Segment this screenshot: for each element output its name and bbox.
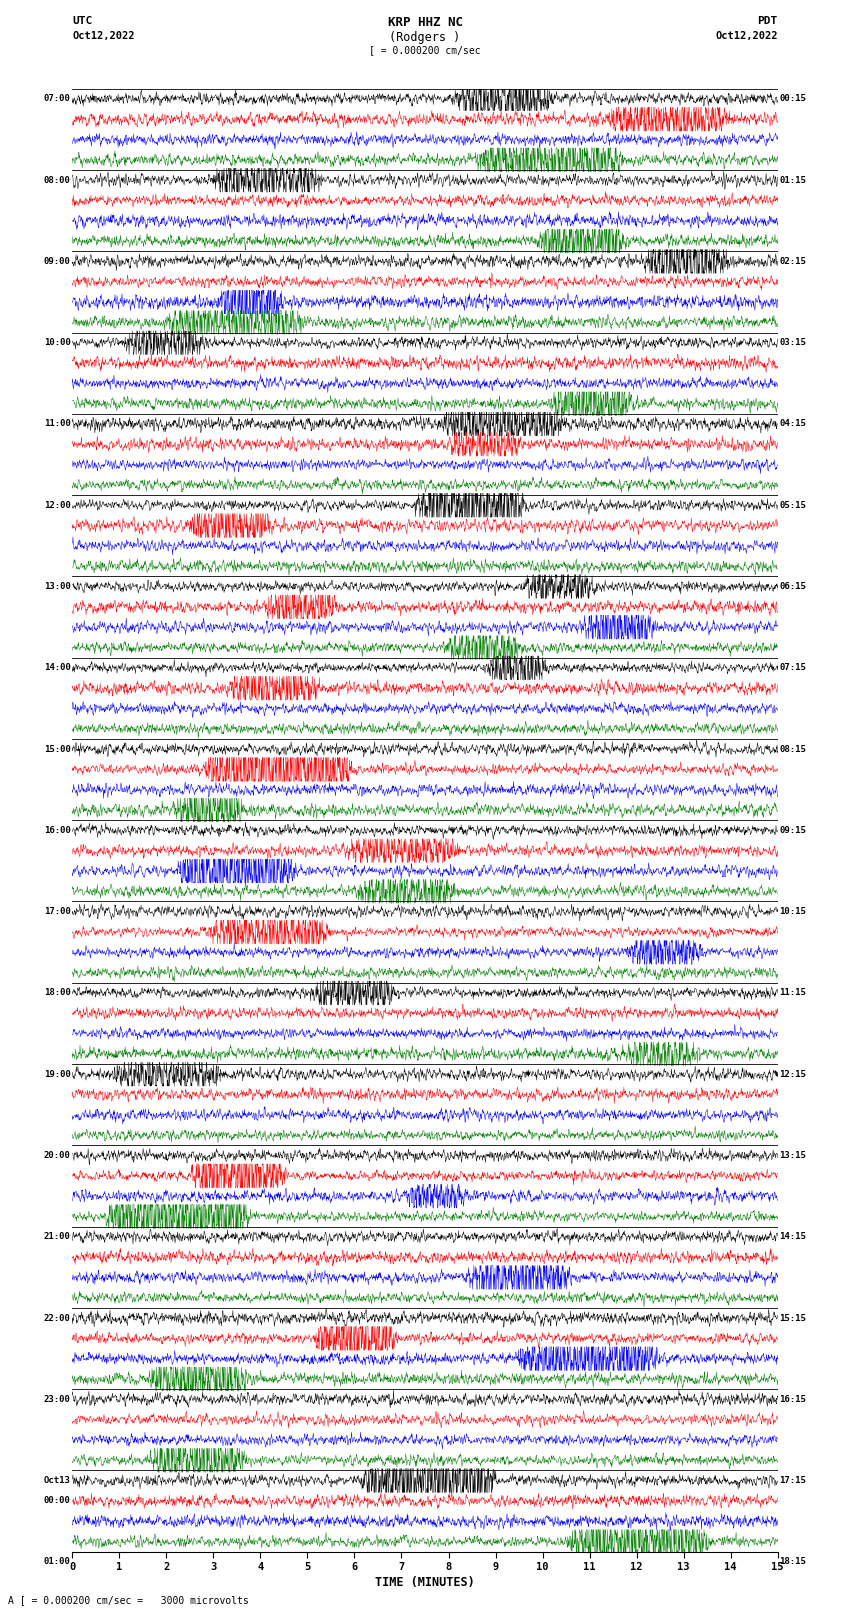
Text: 08:15: 08:15: [779, 745, 806, 753]
Text: UTC: UTC: [72, 16, 93, 26]
Text: 14:00: 14:00: [44, 663, 71, 673]
X-axis label: TIME (MINUTES): TIME (MINUTES): [375, 1576, 475, 1589]
Text: 03:15: 03:15: [779, 339, 806, 347]
Text: 17:15: 17:15: [779, 1476, 806, 1486]
Text: 13:15: 13:15: [779, 1152, 806, 1160]
Text: 18:15: 18:15: [779, 1558, 806, 1566]
Text: 01:00: 01:00: [44, 1558, 71, 1566]
Text: 23:00: 23:00: [44, 1395, 71, 1403]
Text: 15:15: 15:15: [779, 1313, 806, 1323]
Text: 12:15: 12:15: [779, 1069, 806, 1079]
Text: KRP HHZ NC: KRP HHZ NC: [388, 16, 462, 29]
Text: 00:00: 00:00: [44, 1497, 71, 1505]
Text: 17:00: 17:00: [44, 907, 71, 916]
Text: 13:00: 13:00: [44, 582, 71, 590]
Text: 19:00: 19:00: [44, 1069, 71, 1079]
Text: 09:15: 09:15: [779, 826, 806, 836]
Text: 00:15: 00:15: [779, 95, 806, 103]
Text: Oct12,2022: Oct12,2022: [715, 31, 778, 40]
Text: 21:00: 21:00: [44, 1232, 71, 1242]
Text: (Rodgers ): (Rodgers ): [389, 31, 461, 44]
Text: 14:15: 14:15: [779, 1232, 806, 1242]
Text: PDT: PDT: [757, 16, 778, 26]
Text: 08:00: 08:00: [44, 176, 71, 184]
Text: 01:15: 01:15: [779, 176, 806, 184]
Text: 05:15: 05:15: [779, 500, 806, 510]
Text: Oct13: Oct13: [44, 1476, 71, 1486]
Text: 20:00: 20:00: [44, 1152, 71, 1160]
Text: 11:00: 11:00: [44, 419, 71, 429]
Text: 10:15: 10:15: [779, 907, 806, 916]
Text: 16:00: 16:00: [44, 826, 71, 836]
Text: 02:15: 02:15: [779, 256, 806, 266]
Text: 07:00: 07:00: [44, 95, 71, 103]
Text: 18:00: 18:00: [44, 989, 71, 997]
Text: 09:00: 09:00: [44, 256, 71, 266]
Text: 10:00: 10:00: [44, 339, 71, 347]
Text: 07:15: 07:15: [779, 663, 806, 673]
Text: 16:15: 16:15: [779, 1395, 806, 1403]
Text: A [ = 0.000200 cm/sec =   3000 microvolts: A [ = 0.000200 cm/sec = 3000 microvolts: [8, 1595, 249, 1605]
Text: 15:00: 15:00: [44, 745, 71, 753]
Text: 06:15: 06:15: [779, 582, 806, 590]
Text: 22:00: 22:00: [44, 1313, 71, 1323]
Text: 11:15: 11:15: [779, 989, 806, 997]
Text: Oct12,2022: Oct12,2022: [72, 31, 135, 40]
Text: 12:00: 12:00: [44, 500, 71, 510]
Text: 04:15: 04:15: [779, 419, 806, 429]
Text: [ = 0.000200 cm/sec: [ = 0.000200 cm/sec: [369, 45, 481, 55]
